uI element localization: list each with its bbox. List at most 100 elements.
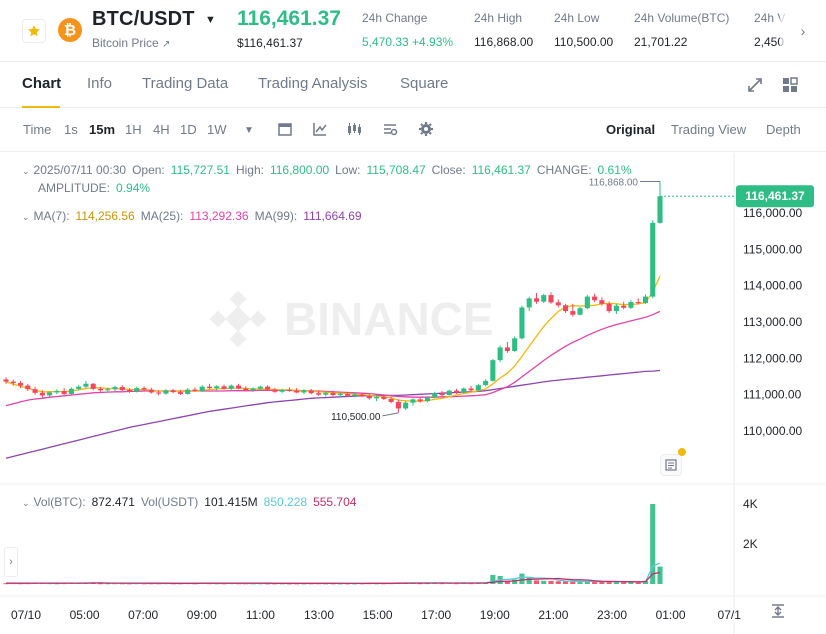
candle-body (337, 393, 343, 396)
interval-1s[interactable]: 1s (64, 122, 78, 137)
low-marker-line (382, 412, 399, 417)
interval-1h[interactable]: 1H (125, 122, 142, 137)
scale-fit-icon[interactable] (770, 603, 786, 619)
candle-body (526, 298, 532, 308)
candle-body (286, 389, 292, 391)
candle-body (39, 392, 45, 396)
volume-bar (533, 580, 540, 584)
volume-bar (635, 582, 641, 584)
collapse-legend-icon[interactable]: ⌄ (22, 166, 30, 176)
candle-body (533, 298, 540, 302)
volume-legend: ⌄ Vol(BTC): 872.471 Vol(USDT) 101.415M 850.22… (22, 495, 362, 509)
candle-body (403, 402, 409, 409)
layout-grid-icon[interactable] (781, 76, 799, 94)
current-price-label: 116,461.37 (745, 189, 805, 203)
price-chart[interactable]: BINANCE 116,000.00115,000.00114,000.0011… (0, 153, 826, 634)
collapse-volume-icon[interactable]: ⌄ (22, 498, 30, 508)
price-tick-label: 111,000.00 (743, 388, 802, 402)
view-original[interactable]: Original (606, 122, 656, 137)
chart-settings-list-icon[interactable] (382, 121, 398, 137)
candle-body (97, 388, 104, 391)
candle-body (83, 383, 89, 387)
chart-area[interactable]: BINANCE 116,000.00 115,000.00 114,000.00 11… (0, 153, 826, 634)
interval-more-dropdown[interactable]: ▼ (244, 125, 254, 136)
candle-body (562, 305, 569, 312)
gear-icon[interactable] (418, 121, 434, 137)
candle-body (235, 385, 242, 389)
candle-body (272, 389, 278, 392)
interval-4h[interactable]: 4H (153, 122, 170, 137)
high-value: 116,800.00 (269, 163, 330, 177)
candle-body (621, 305, 627, 308)
indicator-icon[interactable] (312, 121, 328, 137)
coin-price-link[interactable]: Bitcoin Price ↗ (92, 36, 170, 50)
candle-body (294, 390, 300, 393)
tab-square[interactable]: Square (400, 75, 449, 92)
volume-bar (570, 581, 576, 584)
pair-name[interactable]: BTC/USDT (92, 8, 195, 30)
chevron-down-icon[interactable]: ▼ (205, 14, 216, 26)
time-tick-label: 07/1 (718, 608, 742, 622)
view-trading-view[interactable]: Trading View (671, 122, 747, 137)
candle-body (642, 296, 649, 304)
volume-bar (504, 580, 510, 584)
time-tick-label: 15:00 (363, 608, 393, 622)
tab-trading-data[interactable]: Trading Data (142, 75, 229, 92)
volume-bar (584, 581, 590, 584)
stat-label: 24h High (474, 11, 523, 25)
candle-body (453, 390, 460, 393)
active-tab-indicator (22, 106, 60, 108)
axes: 116,000.00 115,000.00 114,000.00 113,000.00… (11, 177, 814, 622)
news-icon[interactable] (660, 454, 682, 476)
volume-bar (592, 581, 598, 584)
candle-body (17, 383, 24, 386)
stat-label: 24h Change (362, 11, 428, 25)
tab-trading-analysis[interactable]: Trading Analysis (258, 75, 368, 92)
candle-body (243, 388, 249, 391)
scroll-right-button[interactable]: › (780, 10, 826, 52)
interval-1w[interactable]: 1W (207, 122, 227, 137)
expand-side-panel-button[interactable]: › (4, 547, 18, 577)
candle-body (592, 296, 598, 301)
candle-body (483, 380, 489, 386)
candle-body (461, 388, 467, 393)
tab-info[interactable]: Info (87, 75, 113, 92)
candle-body (228, 385, 234, 389)
time-tick-label: 13:00 (304, 608, 334, 622)
time-tick-label: 01:00 (656, 608, 686, 622)
amplitude-label: AMPLITUDE: (38, 181, 111, 195)
calendar-icon[interactable] (277, 121, 293, 137)
price-tick-label: 110,000.00 (743, 424, 802, 438)
interval-time[interactable]: Time (23, 122, 52, 137)
candle-body (61, 391, 67, 394)
volume-tick-label: 2K (743, 537, 758, 551)
ma99-label: MA(99): (254, 209, 298, 223)
candle-body (417, 399, 423, 402)
candle-body (25, 385, 31, 390)
time-tick-label: 11:00 (246, 608, 275, 622)
candle-body (105, 389, 111, 391)
volume-bar (105, 583, 111, 585)
candle-style-icon[interactable] (346, 121, 362, 137)
volume-bar (97, 583, 104, 585)
expand-icon[interactable] (746, 76, 764, 94)
candle-body (185, 389, 191, 394)
view-depth[interactable]: Depth (766, 122, 801, 137)
candle-body (3, 379, 9, 382)
time-tick-label: 07/10 (11, 608, 41, 622)
price-tick-label: 116,000.00 (743, 206, 802, 220)
candle-body (657, 196, 663, 223)
coin-price-link-label: Bitcoin Price (92, 36, 159, 50)
favorite-button[interactable] (22, 19, 46, 43)
candle-body (192, 389, 198, 392)
tab-chart[interactable]: Chart (22, 75, 62, 92)
candle-body (512, 338, 518, 352)
low-marker-label: 110,500.00 (331, 412, 381, 423)
interval-15m[interactable]: 15m (89, 122, 116, 137)
candle-body (177, 392, 183, 394)
interval-1d[interactable]: 1D (180, 122, 197, 137)
vol-ma5-line (5, 562, 661, 585)
collapse-ma-icon[interactable]: ⌄ (22, 212, 30, 222)
price-tick-label: 114,000.00 (743, 279, 802, 293)
candle-body (410, 399, 416, 403)
